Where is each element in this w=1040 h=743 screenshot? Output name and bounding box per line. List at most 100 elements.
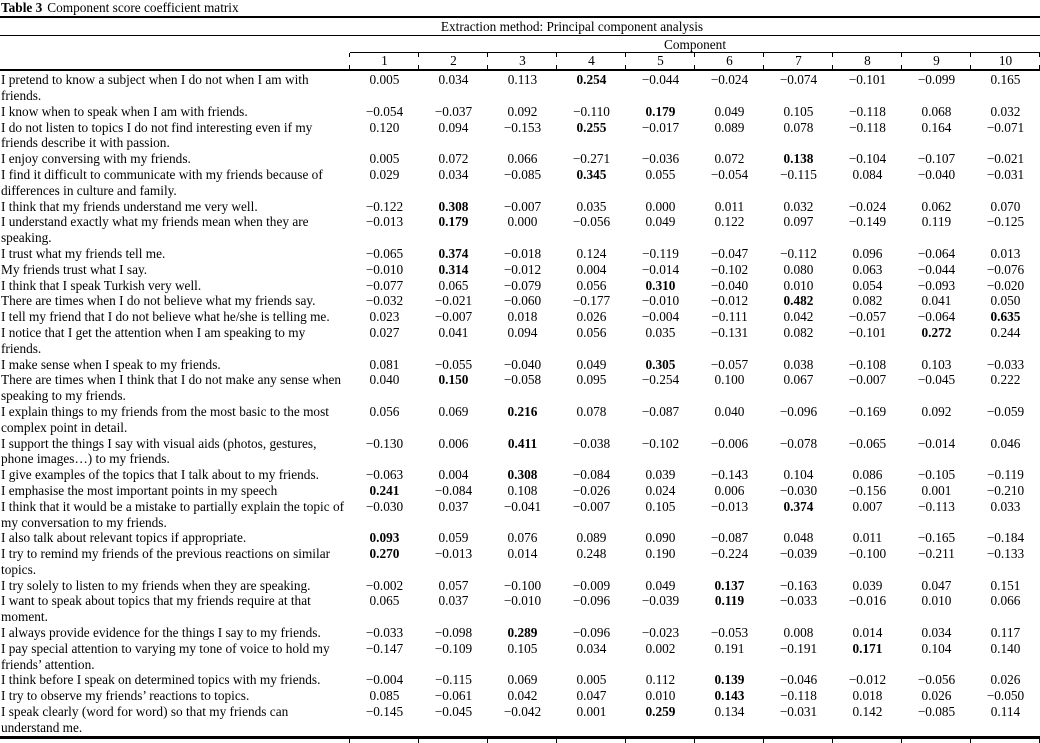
coefficient-cell: 0.089 xyxy=(714,119,745,135)
coefficient-cell: 0.034 xyxy=(576,640,607,656)
coefficient-cell: 0.040 xyxy=(714,403,745,419)
coefficient-cell: 0.042 xyxy=(507,688,538,704)
coefficient-cell: 0.092 xyxy=(921,403,952,419)
coefficient-cell: −0.009 xyxy=(572,577,611,593)
coefficient-cell: 0.026 xyxy=(576,309,607,325)
component-header-row: Component xyxy=(0,36,1040,54)
coefficient-cell: 0.048 xyxy=(783,530,814,546)
coefficient-cell: −0.112 xyxy=(780,245,817,261)
coefficient-cell: 0.216 xyxy=(507,403,538,419)
coefficient-cell: −0.007 xyxy=(434,309,473,325)
coefficient-cell: 0.112 xyxy=(645,672,676,688)
coefficient-cell: −0.184 xyxy=(986,530,1025,546)
coefficient-cell: 0.374 xyxy=(438,245,469,261)
coefficient-cell: −0.024 xyxy=(848,198,887,214)
coefficient-cell: −0.115 xyxy=(780,166,817,182)
coefficient-cell: 0.034 xyxy=(921,625,952,641)
coefficient-cell: 0.140 xyxy=(990,640,1021,656)
coefficient-cell: 0.119 xyxy=(921,214,952,230)
coefficient-cell: 0.190 xyxy=(645,546,676,562)
table-body: I pretend to know a subject when I do no… xyxy=(0,71,1040,739)
coefficient-cell: 0.068 xyxy=(921,103,952,119)
coefficient-cell: 0.072 xyxy=(438,151,469,167)
coefficient-cell: −0.099 xyxy=(917,72,956,88)
coefficient-cell: 0.150 xyxy=(438,372,469,388)
coefficient-cell: −0.023 xyxy=(641,625,680,641)
coefficient-cell: 0.120 xyxy=(369,119,400,135)
coefficient-cell: −0.143 xyxy=(710,467,749,483)
coefficient-cell: −0.119 xyxy=(642,245,679,261)
coefficient-cell: −0.040 xyxy=(917,166,956,182)
coefficient-cell: −0.122 xyxy=(365,198,404,214)
coefficient-cell: 0.049 xyxy=(576,356,607,372)
coefficient-cell: −0.010 xyxy=(641,293,680,309)
coefficient-cell: −0.177 xyxy=(572,293,611,309)
coefficient-cell: 0.164 xyxy=(921,119,952,135)
table-row: I try solely to listen to my friends whe… xyxy=(0,578,1040,594)
coefficient-cell: 0.241 xyxy=(369,482,400,498)
coefficient-cell: 0.037 xyxy=(438,498,469,514)
coefficient-cell: 0.092 xyxy=(507,103,538,119)
coefficient-cell: 0.035 xyxy=(645,324,676,340)
table-row: I know when to speak when I am with frie… xyxy=(0,104,1040,120)
coefficient-cell: 0.272 xyxy=(921,324,952,340)
coefficient-cell: 0.067 xyxy=(783,372,814,388)
coefficient-cell: −0.024 xyxy=(710,72,749,88)
coefficient-cell: −0.063 xyxy=(365,467,404,483)
coefficient-cell: 0.055 xyxy=(645,166,676,182)
coefficient-cell: 0.179 xyxy=(438,214,469,230)
coefficient-cell: 0.000 xyxy=(645,198,676,214)
statement-cell: I explain things to my friends from the … xyxy=(1,403,329,435)
table-row: My friends trust what I say. −0.010 0.314 −… xyxy=(0,262,1040,278)
coefficient-cell: 0.084 xyxy=(852,166,883,182)
statement-cell: I tell my friend that I do not believe w… xyxy=(1,309,330,325)
coefficient-cell: 0.078 xyxy=(783,119,814,135)
coefficient-cell: 0.082 xyxy=(852,293,883,309)
statement-cell: My friends trust what I say. xyxy=(1,261,148,277)
coefficient-cell: −0.271 xyxy=(572,151,611,167)
coefficient-cell: −0.012 xyxy=(710,293,749,309)
coefficient-cell: −0.010 xyxy=(503,593,542,609)
component-numbers-row: 1 2 3 4 5 6 7 8 9 10 xyxy=(0,53,1040,72)
coefficient-cell: 0.047 xyxy=(576,688,607,704)
table-row: I think that I speak Turkish very well. −… xyxy=(0,278,1040,294)
coefficient-cell: −0.125 xyxy=(986,214,1025,230)
coefficient-cell: 0.119 xyxy=(714,593,745,609)
coefficient-cell: 0.070 xyxy=(990,198,1021,214)
coefficient-cell: −0.084 xyxy=(572,467,611,483)
coefficient-cell: 0.038 xyxy=(783,356,814,372)
coefficient-cell: −0.064 xyxy=(917,309,956,325)
coefficient-cell: −0.053 xyxy=(710,625,749,641)
table-row: I pay special attention to varying my to… xyxy=(0,641,1040,673)
table-row: I support the things I say with visual a… xyxy=(0,436,1040,468)
coefficient-cell: 0.151 xyxy=(990,577,1021,593)
coefficient-cell: −0.109 xyxy=(434,640,473,656)
coefficient-cell: −0.054 xyxy=(365,103,404,119)
coefficient-cell: 0.062 xyxy=(921,198,952,214)
coefficient-cell: −0.254 xyxy=(641,372,680,388)
coefficient-cell: 0.000 xyxy=(507,214,538,230)
coefficient-cell: 0.179 xyxy=(645,103,676,119)
coefficient-cell: −0.047 xyxy=(710,245,749,261)
coefficient-cell: 0.013 xyxy=(990,245,1021,261)
coefficient-cell: 0.066 xyxy=(507,151,538,167)
coefficient-cell: 0.139 xyxy=(714,672,745,688)
coefficient-cell: −0.076 xyxy=(986,261,1025,277)
coefficient-cell: −0.021 xyxy=(986,151,1025,167)
table-row: I think before I speak on determined top… xyxy=(0,672,1040,688)
table-row: I tell my friend that I do not believe w… xyxy=(0,309,1040,325)
coefficient-cell: 0.094 xyxy=(507,324,538,340)
coefficient-cell: −0.096 xyxy=(572,625,611,641)
coefficient-cell: 0.122 xyxy=(714,214,745,230)
coefficient-cell: 0.035 xyxy=(576,198,607,214)
table-row: There are times when I do not believe wh… xyxy=(0,293,1040,309)
coefficient-cell: −0.085 xyxy=(917,704,956,720)
coefficient-cell: 0.244 xyxy=(990,324,1021,340)
coefficient-cell: −0.113 xyxy=(918,498,955,514)
coefficient-cell: −0.084 xyxy=(434,482,473,498)
coefficient-cell: −0.101 xyxy=(848,324,887,340)
coefficient-cell: −0.050 xyxy=(986,688,1025,704)
extraction-method-text: Extraction method: Principal component a… xyxy=(440,18,704,34)
table-row: I also talk about relevant topics if app… xyxy=(0,530,1040,546)
